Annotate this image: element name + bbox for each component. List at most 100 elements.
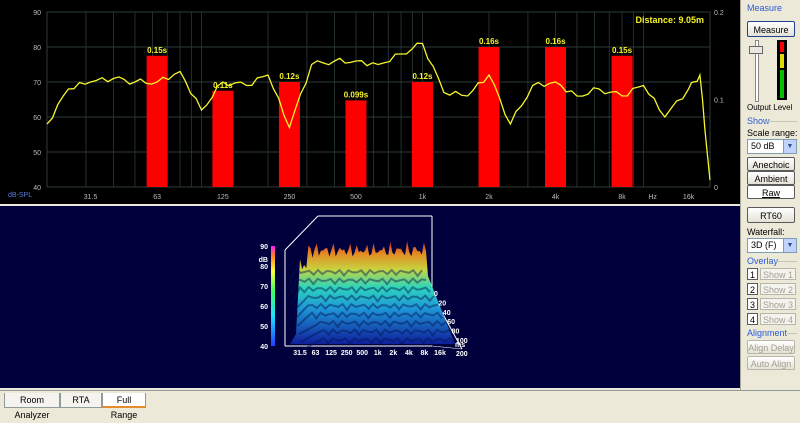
overlay-2-show-button[interactable]: Show 2: [760, 283, 796, 295]
z-tick-label: 50: [260, 324, 268, 331]
right-sidebar: Measure Measure Output Level Show Scale …: [740, 0, 800, 390]
output-level-slider[interactable]: [749, 40, 763, 102]
wf-x-tick-label: 1k: [374, 350, 382, 357]
anechoic-button[interactable]: Anechoic: [747, 157, 795, 171]
rt60-bar: [278, 82, 300, 187]
wf-time-tick-label: 40: [443, 310, 451, 317]
x-tick-label: 31.5: [84, 194, 98, 201]
scale-range-label: Scale range:: [747, 128, 798, 138]
waterfall-slice: [289, 268, 423, 287]
tab-room-analyzer[interactable]: Room Analyzer: [4, 393, 60, 420]
waterfall-axis-labels: 90 80 70 60 50 40 dB 31.5 63 125 250 500 1k 2k 4k 8k 16k…: [259, 244, 468, 358]
axis-labels: 90 80 70 60 50 40 0.2 0.1 0 31.5 63 125 250 500 1k 2k 4k…: [33, 10, 724, 201]
z-tick-label: 40: [260, 344, 268, 351]
wf-time-tick-label: 100: [456, 338, 468, 345]
wf-time-tick-label: 20: [438, 300, 446, 307]
waterfall-slice: [300, 328, 451, 343]
waterfall-slice: [292, 285, 431, 303]
scale-range-select[interactable]: 50 dB ▼: [747, 139, 797, 154]
show-section-title: Show: [747, 116, 770, 126]
wf-x-tick-label: 500: [356, 350, 368, 357]
measure-section-title: Measure: [747, 3, 783, 13]
output-level-meter: [777, 40, 787, 100]
distance-readout: Distance: 9.05m: [635, 15, 704, 25]
wf-time-unit: ms: [455, 342, 465, 349]
waterfall-slice: [296, 311, 443, 327]
chevron-down-icon[interactable]: ▼: [783, 239, 796, 252]
wf-x-tick-label: 2k: [389, 350, 397, 357]
rt60-bar: [146, 55, 168, 187]
ambient-button[interactable]: Ambient: [747, 171, 795, 185]
x-tick-label: 1k: [419, 194, 427, 201]
rt60-bar-label: 0.16s: [479, 37, 500, 46]
waterfall-panel: 90 80 70 60 50 40 dB 31.5 63 125 250 500 1k 2k 4k 8k 16k…: [0, 206, 740, 388]
section-divider: [775, 261, 797, 262]
overlay-3-number[interactable]: 3: [747, 298, 758, 310]
x-tick-label: 8k: [618, 194, 626, 201]
waterfall-slice: [295, 302, 439, 319]
y-left-tick-label: 50: [33, 150, 41, 157]
align-delay-button[interactable]: Align Delay: [747, 340, 795, 354]
color-scale-bar: [271, 246, 275, 346]
wf-time-extra: 200: [456, 351, 468, 358]
rt60-bar: [545, 47, 567, 187]
overlay-4-show-button[interactable]: Show 4: [760, 313, 796, 325]
y-right-tick-label: 0.2: [714, 10, 724, 17]
overlay-1-number[interactable]: 1: [747, 268, 758, 280]
wf-time-tick-label: 60: [447, 319, 455, 326]
rt60-bar-label: 0.11s: [213, 81, 233, 90]
rt60-bar-label: 0.16s: [546, 37, 567, 46]
waterfall-slices: [289, 268, 455, 351]
auto-align-button[interactable]: Auto Align: [747, 356, 795, 370]
rt60-bar: [411, 82, 433, 187]
unit-label: dB-SPL: [8, 192, 32, 199]
response-curve: [46, 42, 711, 181]
raw-button[interactable]: Raw: [747, 185, 795, 199]
measure-button[interactable]: Measure: [747, 21, 795, 37]
y-left-tick-label: 80: [33, 45, 41, 52]
y-right-tick-label: 0.1: [714, 98, 724, 105]
z-tick-label: 60: [260, 304, 268, 311]
frame-edge: [284, 215, 319, 251]
tab-full-range[interactable]: Full Range: [102, 393, 146, 420]
overlay-2-number[interactable]: 2: [747, 283, 758, 295]
y-left-tick-label: 40: [33, 185, 41, 192]
rt60-bar: [345, 100, 367, 187]
waterfall-slice: [290, 277, 427, 295]
wf-x-tick-label: 8k: [421, 350, 429, 357]
rt60-button[interactable]: RT60: [747, 207, 795, 223]
slider-thumb[interactable]: [749, 46, 763, 54]
wf-x-tick-label: 125: [325, 350, 337, 357]
z-tick-label: 80: [260, 264, 268, 271]
x-tick-label: 250: [284, 194, 296, 201]
rt60-bar-label: 0.12s: [412, 72, 433, 81]
overlay-3-show-button[interactable]: Show 3: [760, 298, 796, 310]
y-right-tick-label: 0: [714, 185, 718, 192]
rt60-bar: [611, 55, 633, 187]
overlay-section-title: Overlay: [747, 256, 779, 266]
wf-x-tick-label: 63: [312, 350, 320, 357]
x-tick-label: 16k: [683, 194, 695, 201]
x-tick-label: 4k: [552, 194, 560, 201]
overlay-4-number[interactable]: 4: [747, 313, 758, 325]
section-divider: [787, 333, 797, 334]
slider-track: [755, 40, 759, 102]
x-tick-label: 2k: [485, 194, 493, 201]
rt60-bar: [212, 90, 234, 187]
main-area: 90 80 70 60 50 40 0.2 0.1 0 31.5 63 125 250 500 1k 2k 4k…: [0, 0, 740, 388]
scale-range-value: 50 dB: [751, 141, 775, 151]
x-tick-label: 63: [153, 194, 161, 201]
waterfall-svg: 90 80 70 60 50 40 dB 31.5 63 125 250 500 1k 2k 4k 8k 16k…: [259, 215, 468, 358]
tab-rta[interactable]: RTA: [60, 393, 102, 408]
y-left-tick-label: 70: [33, 80, 41, 87]
frequency-response-svg: 90 80 70 60 50 40 0.2 0.1 0 31.5 63 125 250 500 1k 2k 4k…: [8, 10, 724, 201]
waterfall-select[interactable]: 3D (F) ▼: [747, 238, 797, 253]
wf-time-tick-label: 80: [452, 329, 460, 336]
frame-edge: [431, 345, 463, 350]
chevron-down-icon[interactable]: ▼: [783, 140, 796, 153]
wf-x-tick-label: 250: [341, 350, 353, 357]
rt60-bar-label: 0.15s: [147, 46, 168, 55]
overlay-1-show-button[interactable]: Show 1: [760, 268, 796, 280]
frequency-response-chart: 90 80 70 60 50 40 0.2 0.1 0 31.5 63 125 250 500 1k 2k 4k…: [0, 0, 740, 204]
rt60-bar-label: 0.099s: [344, 90, 369, 99]
